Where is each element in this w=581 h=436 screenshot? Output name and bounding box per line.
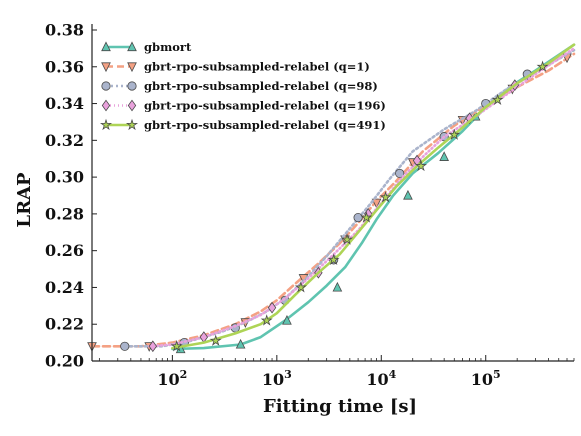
legend-marker (101, 99, 111, 112)
data-point (327, 253, 340, 265)
data-point (267, 301, 277, 314)
x-tick-label: 103 (262, 368, 292, 389)
x-tick-label: 104 (366, 368, 396, 389)
data-point (170, 339, 183, 352)
legend-label: gbrt-rpo-subsampled-relabel (q=1) (144, 60, 370, 74)
y-axis-title: LRAP (14, 172, 35, 228)
data-point (282, 314, 292, 325)
legend-marker (99, 118, 113, 131)
data-point (448, 128, 461, 140)
legend-marker (127, 62, 137, 73)
legend-marker (127, 99, 137, 112)
series-5 (170, 43, 576, 352)
data-point (148, 340, 158, 353)
y-tick-label: 0.38 (45, 21, 84, 40)
data-point (360, 211, 373, 223)
legend-marker (101, 81, 111, 91)
x-axis-title: Fitting time [s] (263, 396, 417, 417)
y-tick-label: 0.36 (45, 57, 84, 76)
legend-marker (127, 41, 137, 52)
legend-marker (101, 62, 111, 73)
data-point (536, 60, 549, 72)
data-point (371, 198, 382, 209)
data-point (260, 314, 273, 326)
legend-entry: gbrt-rpo-subsampled-relabel (q=491) (99, 118, 386, 132)
y-tick-label: 0.30 (45, 168, 84, 187)
data-point (395, 168, 405, 179)
y-tick-label: 0.34 (45, 94, 84, 113)
legend-entry: gbrt-rpo-subsampled-relabel (q=98) (101, 79, 378, 93)
x-tick-label: 105 (471, 368, 501, 389)
legend-entry: gbmort (101, 40, 192, 54)
legend: gbmort gbrt-rpo-subsampled-relabel (q=1) g… (99, 40, 386, 132)
data-point (414, 159, 427, 172)
data-point (120, 341, 130, 351)
data-point (294, 281, 307, 293)
series-line (171, 43, 576, 350)
data-point (439, 151, 450, 161)
y-tick-label: 0.22 (45, 315, 84, 334)
legend-marker (125, 118, 139, 131)
data-point (341, 233, 354, 245)
axes: 0.20 0.22 0.24 0.26 0.28 0.30 0.32 0.34 0.36 0.38… (45, 21, 575, 389)
data-point (491, 93, 504, 105)
legend-label: gbmort (144, 40, 192, 54)
legend-entry: gbrt-rpo-subsampled-relabel (q=196) (101, 99, 386, 113)
legend-label: gbrt-rpo-subsampled-relabel (q=196) (144, 99, 386, 113)
y-tick-label: 0.32 (45, 131, 84, 150)
legend-label: gbrt-rpo-subsampled-relabel (q=491) (144, 118, 386, 132)
legend-marker (101, 41, 111, 52)
x-tick-label: 102 (157, 368, 187, 389)
data-point (403, 189, 413, 200)
y-tick-label: 0.26 (45, 241, 84, 260)
data-point (353, 212, 363, 223)
y-tick-label: 0.20 (45, 352, 84, 371)
plot-area (87, 43, 576, 354)
y-tick-label: 0.28 (45, 204, 84, 223)
data-point (332, 281, 343, 292)
data-point (235, 338, 246, 349)
series-4 (147, 47, 576, 353)
legend-marker (127, 81, 137, 91)
series-line (147, 47, 576, 348)
data-point (209, 334, 222, 346)
y-tick-label: 0.24 (45, 278, 84, 297)
legend-label: gbrt-rpo-subsampled-relabel (q=98) (144, 79, 378, 93)
data-point (379, 191, 392, 203)
legend-entry: gbrt-rpo-subsampled-relabel (q=1) (101, 60, 370, 74)
